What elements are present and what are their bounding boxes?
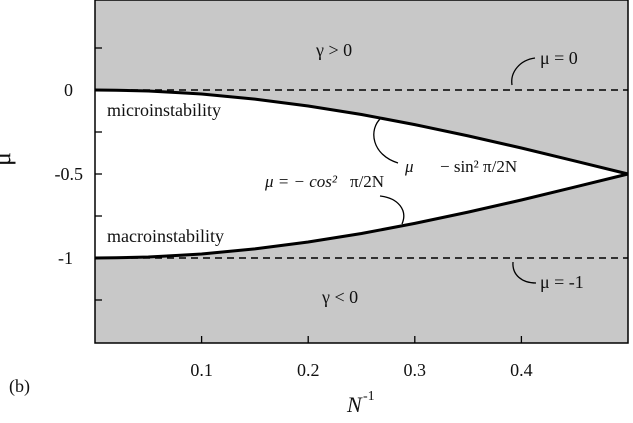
microinstability-label: microinstability xyxy=(107,100,221,120)
leader-mu-minus-1 xyxy=(512,261,537,284)
plot-frame xyxy=(94,0,629,344)
mu-0-label: μ = 0 xyxy=(540,48,578,68)
leader-sin-formula xyxy=(373,117,399,164)
gamma-negative-label: γ < 0 xyxy=(321,287,358,307)
stable-region xyxy=(95,90,628,258)
axis-ticks: 0.1 0.2 0.3 0.4 0 -0.5 -1 xyxy=(55,47,533,380)
y-tick-label: -1 xyxy=(58,248,73,268)
y-tick-label: 0 xyxy=(64,80,73,100)
x-axis-title-superscript: -1 xyxy=(363,389,375,404)
x-tick-label: 0.2 xyxy=(297,360,320,380)
macroinstability-label: macroinstability xyxy=(107,226,224,246)
sin-formula-rhs: − sin² π/2N xyxy=(440,157,517,176)
x-tick-label: 0.1 xyxy=(190,360,213,380)
panel-label: (b) xyxy=(9,376,30,397)
series-line-sin-boundary xyxy=(94,88,629,176)
x-tick-label: 0.4 xyxy=(510,360,533,380)
y-tick-label: -0.5 xyxy=(55,164,84,184)
gamma-positive-label: γ > 0 xyxy=(315,40,352,60)
x-tick-label: 0.3 xyxy=(404,360,427,380)
cos-formula-rhs: π/2N xyxy=(350,172,384,191)
leader-cos-formula xyxy=(379,195,405,225)
leader-mu-0 xyxy=(511,57,536,86)
sin-formula-lhs: μ xyxy=(404,157,414,176)
series-line-cos-boundary xyxy=(94,172,629,260)
y-axis-title: μ xyxy=(0,152,16,166)
mu-minus-1-label: μ = -1 xyxy=(540,272,584,292)
cos-formula-lhs: μ = − cos² xyxy=(264,172,338,191)
x-axis-title: N xyxy=(346,392,363,417)
